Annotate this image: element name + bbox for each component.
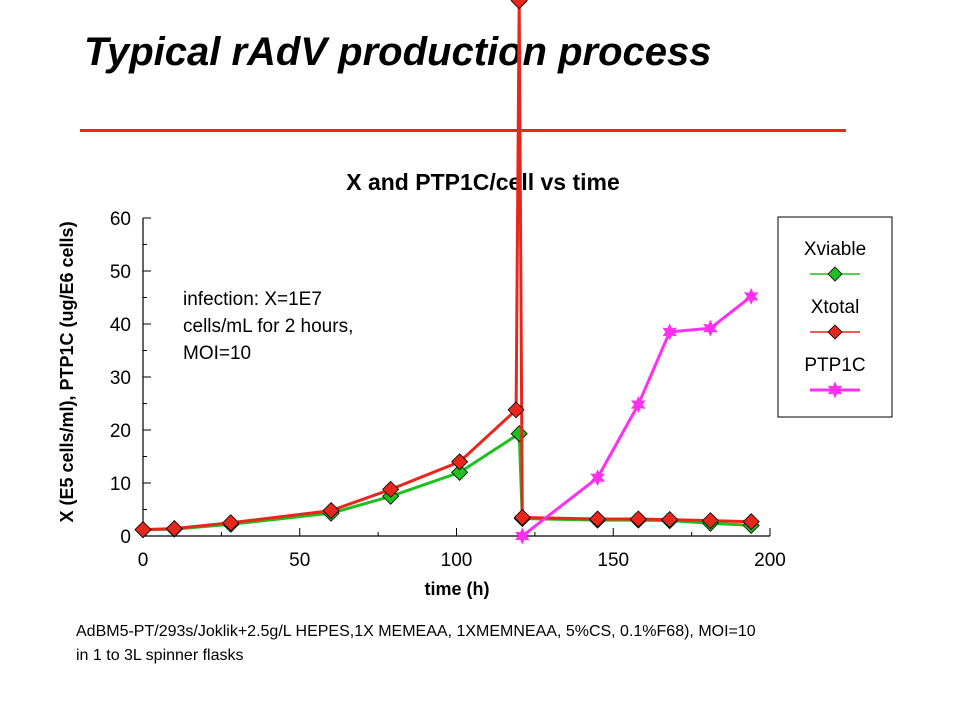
- data-point-ptp1c: [662, 323, 678, 341]
- footer-line-2: in 1 to 3L spinner flasks: [76, 647, 244, 664]
- y-tick-label: 50: [110, 262, 131, 283]
- annotation-line: infection: X=1E7: [183, 289, 322, 310]
- data-point-xtotal: [629, 510, 647, 528]
- series-xtotal: [134, 0, 760, 539]
- y-tick-label: 20: [110, 421, 131, 442]
- footer-line-1: AdBM5-PT/293s/Joklik+2.5g/L HEPES,1X MEM…: [76, 623, 756, 640]
- y-tick-label: 40: [110, 315, 131, 336]
- x-tick-label: 200: [754, 550, 786, 571]
- data-point-xviable: [451, 463, 469, 481]
- data-point-xtotal: [134, 521, 152, 539]
- annotation-line: MOI=10: [183, 343, 251, 364]
- data-point-ptp1c: [743, 287, 759, 306]
- data-point-xtotal: [382, 480, 400, 498]
- x-axis-label: time (h): [425, 579, 490, 599]
- slide-title: Typical rAdV production process: [84, 30, 712, 74]
- y-tick-label: 60: [110, 209, 131, 230]
- legend-label: PTP1C: [804, 355, 865, 376]
- x-tick-label: 0: [138, 550, 149, 571]
- y-tick-label: 30: [110, 368, 131, 389]
- x-tick-label: 150: [597, 550, 629, 571]
- legend: Xviable Xtotal PTP1C: [777, 216, 893, 418]
- data-point-xtotal: [222, 514, 240, 532]
- legend-label: Xviable: [804, 239, 866, 260]
- data-point-xtotal: [742, 513, 760, 531]
- axes: 0 10 20 30 40 50 60 0 50 100 150 200: [110, 209, 786, 571]
- data-point-xtotal: [451, 453, 469, 471]
- x-tick-label: 100: [441, 550, 473, 571]
- data-point-xtotal: [661, 511, 679, 529]
- footer-note: AdBM5-PT/293s/Joklik+2.5g/L HEPES,1X MEM…: [76, 620, 756, 668]
- legend-marker: [827, 266, 843, 282]
- data-point-xtotal: [510, 0, 528, 10]
- data-point-xtotal: [165, 520, 183, 538]
- series-layer: [134, 0, 760, 545]
- infection-annotation: infection: X=1E7 cells/mL for 2 hours, MOI…: [183, 289, 353, 364]
- legend-marker: [827, 381, 843, 399]
- y-tick-label: 10: [110, 474, 131, 495]
- data-point-xtotal: [322, 501, 340, 520]
- legend-marker: [827, 324, 843, 340]
- series-line-xtotal: [142, 0, 752, 532]
- chart-title: X and PTP1C/cell vs time: [346, 169, 620, 195]
- series-ptp1c: [514, 287, 759, 545]
- y-tick-label: 0: [120, 527, 131, 548]
- data-point-ptp1c: [514, 527, 530, 545]
- series-line-xviable: [142, 431, 752, 532]
- data-point-xtotal: [589, 510, 607, 528]
- data-point-ptp1c: [630, 395, 646, 414]
- y-axis-label: X (E5 cells/ml), PTP1C (ug/E6 cells): [57, 221, 77, 522]
- series-line-ptp1c: [521, 295, 753, 538]
- annotation-line: cells/mL for 2 hours,: [183, 316, 353, 337]
- data-point-xtotal: [513, 508, 531, 527]
- data-point-xtotal: [701, 512, 720, 530]
- data-point-xviable: [510, 425, 528, 443]
- data-point-ptp1c: [590, 469, 606, 487]
- data-point-ptp1c: [702, 319, 718, 337]
- legend-label: Xtotal: [811, 297, 860, 318]
- x-tick-label: 50: [289, 550, 310, 571]
- title-underline: [80, 129, 846, 132]
- data-point-xtotal: [507, 401, 525, 419]
